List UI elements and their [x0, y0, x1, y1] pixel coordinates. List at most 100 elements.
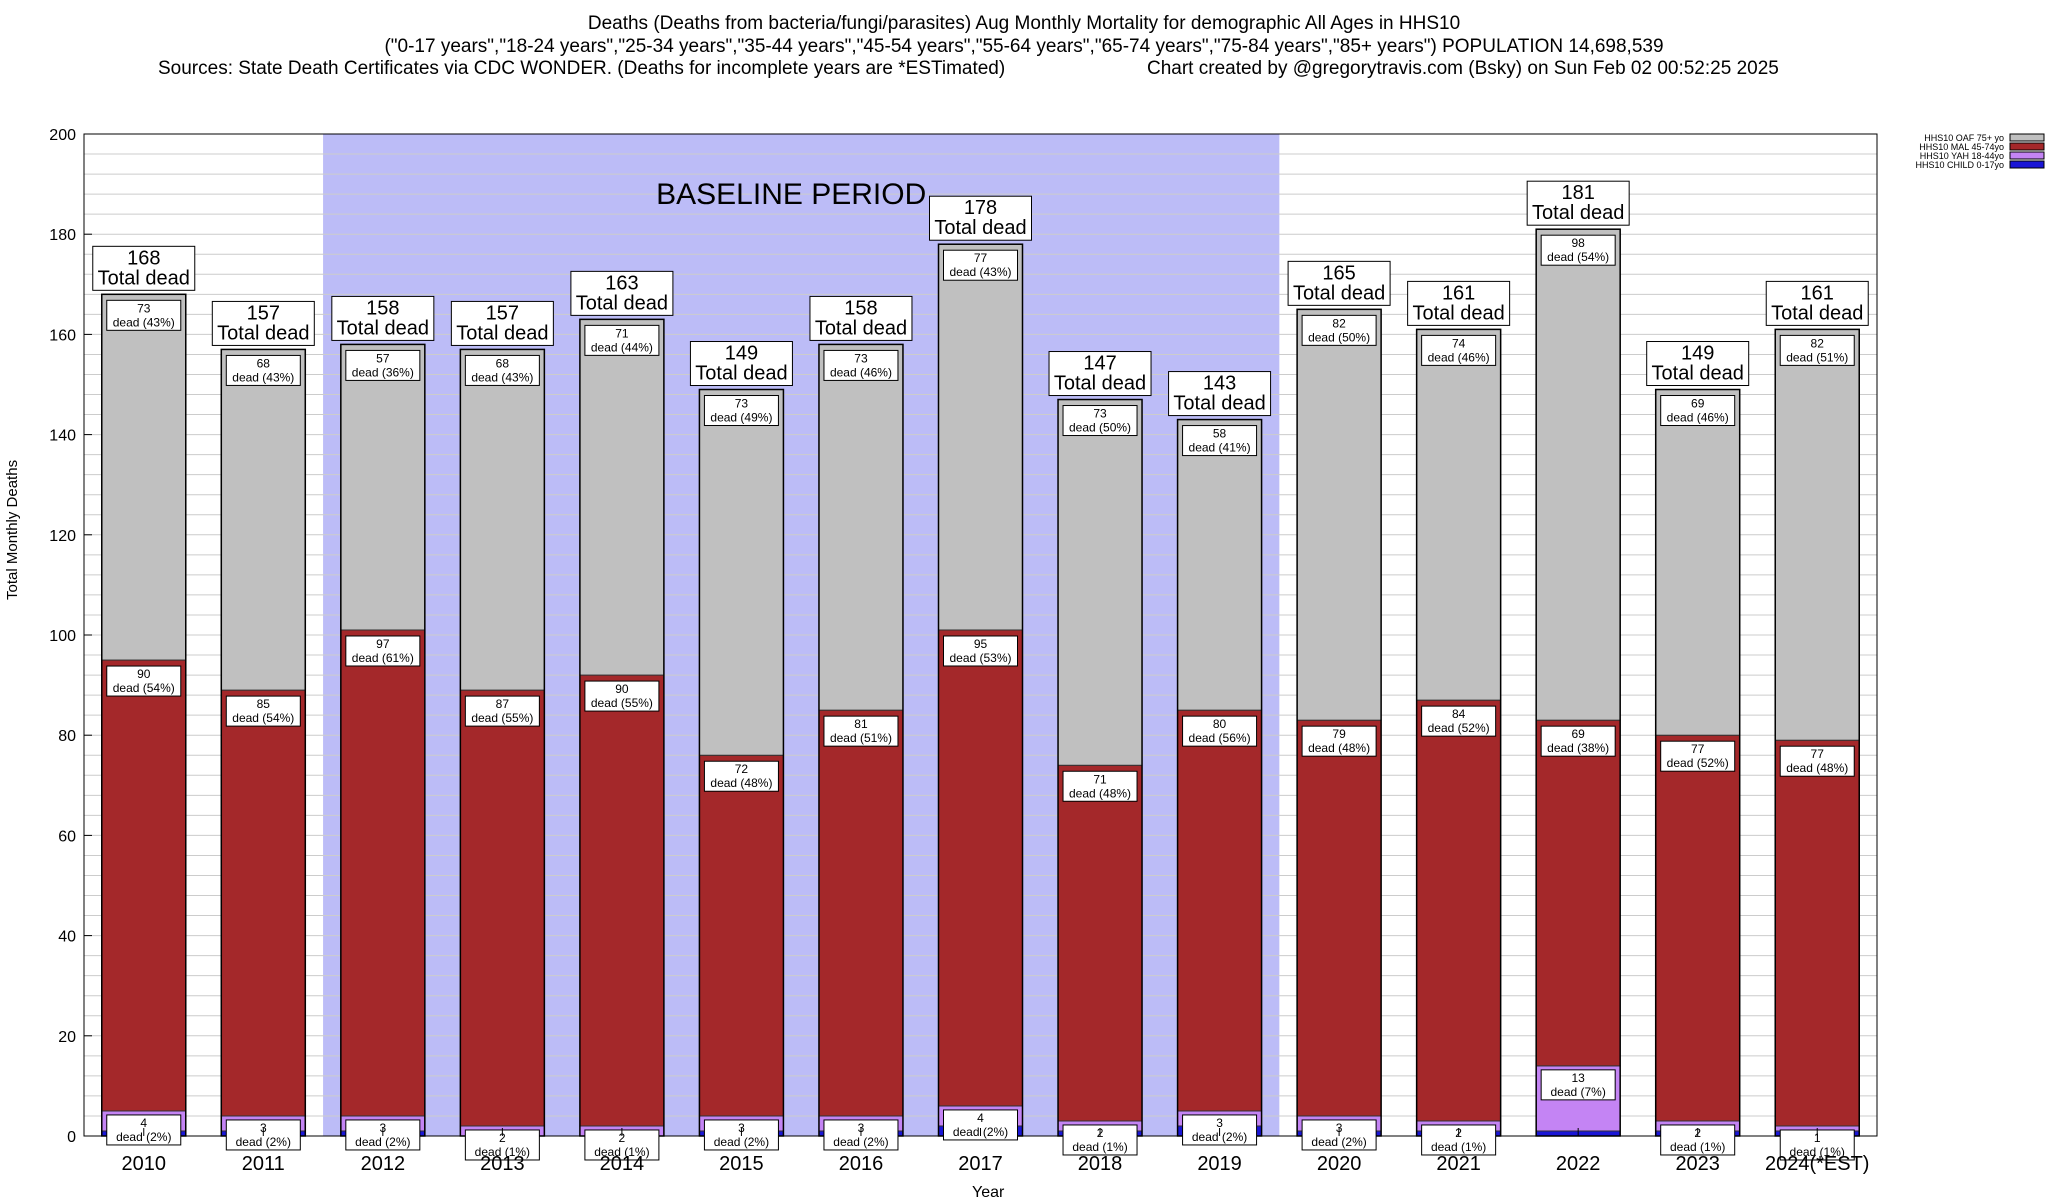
- segment-label-box: [703, 760, 779, 792]
- total-label-box: [331, 295, 435, 341]
- segment-pct-label: dead (41%): [1189, 441, 1251, 455]
- segment-pct-label: dead (55%): [471, 711, 533, 725]
- segment-label-box: [1540, 1069, 1616, 1101]
- segment-label-box: [345, 635, 421, 667]
- segment-pct-label: dead (53%): [949, 651, 1011, 665]
- segment-label-box: [823, 349, 899, 381]
- segment-pct-label: dead (46%): [830, 365, 892, 379]
- total-label-box: [689, 341, 793, 387]
- total-label-box: [1048, 351, 1152, 397]
- total-label-box: [929, 195, 1032, 241]
- total-value-label: 143: [1203, 373, 1236, 395]
- segment-value-label: 72: [735, 762, 749, 776]
- segment-label-box: [943, 249, 1018, 281]
- total-dead-label: Total dead: [815, 317, 907, 339]
- total-label-box: [92, 245, 196, 291]
- segment-value-label: 73: [137, 301, 151, 315]
- segment-pct-label: dead (46%): [1428, 350, 1490, 364]
- segment-pct-label: dead (54%): [113, 681, 175, 695]
- legend-label: HHS10 MAL 45-74yo: [1919, 142, 2004, 152]
- legend-label: HHS10 YAH 18-44yo: [1920, 151, 2004, 161]
- bar-segment: [1535, 719, 1621, 1067]
- y-tick-label: 60: [58, 828, 76, 845]
- segment-value-label: 3: [738, 1121, 745, 1135]
- segment-value-label: 57: [376, 351, 390, 365]
- credit-text: Chart created by @gregorytravis.com (Bsk…: [1147, 58, 1779, 79]
- segment-label-box: [943, 635, 1018, 667]
- segment-pct-label: dead (2%): [1192, 1130, 1247, 1144]
- bar-segment: [698, 389, 784, 756]
- segment-pct-label: dead (38%): [1547, 741, 1609, 755]
- total-label-box: [1526, 180, 1630, 226]
- segment-value-label: 77: [974, 251, 988, 265]
- segment-pct-label: dead (44%): [591, 340, 653, 354]
- bar-segment: [340, 343, 426, 631]
- segment-pct-label: dead (52%): [1667, 756, 1729, 770]
- segment-pct-label: dead (48%): [1786, 761, 1848, 775]
- segment-pct-label: dead (2%): [236, 1135, 291, 1149]
- segment-pct-label: dead (2%): [714, 1135, 769, 1149]
- total-value-label: 163: [605, 272, 638, 294]
- segment-pct-label: dead (51%): [830, 731, 892, 745]
- segment-value-label: 73: [1093, 407, 1107, 421]
- segment-label-box: [225, 695, 301, 727]
- bar-segment: [579, 674, 665, 1127]
- segment-value-label: 80: [1213, 717, 1227, 731]
- segment-value-label: 3: [1216, 1116, 1223, 1130]
- total-value-label: 181: [1561, 182, 1594, 204]
- segment-value-label: 68: [257, 356, 271, 370]
- segment-label-box: [1779, 334, 1855, 366]
- segment-pct-label: dead (2%): [116, 1130, 171, 1144]
- total-label-box: [809, 295, 913, 341]
- segment-value-label: 77: [1691, 742, 1705, 756]
- segment-pct-label: dead (1%): [1790, 1145, 1845, 1159]
- bar-segment: [1296, 719, 1382, 1117]
- segment-pct-label: dead (43%): [471, 370, 533, 384]
- segment-pct-label: dead (52%): [1428, 721, 1490, 735]
- bar-segment: [1655, 734, 1741, 1122]
- x-tick-label: 2023: [1675, 1153, 1720, 1175]
- bar-segment: [1296, 308, 1382, 721]
- segment-pct-label: dead (50%): [1308, 330, 1370, 344]
- total-dead-label: Total dead: [1293, 282, 1385, 304]
- total-label-box: [1287, 260, 1391, 306]
- total-label-box: [570, 270, 674, 316]
- segment-label-box: [106, 299, 182, 331]
- segment-label-box: [584, 680, 660, 712]
- segment-label-box: [823, 1119, 899, 1151]
- segment-pct-label: dead (43%): [113, 315, 175, 329]
- segment-label-box: [1540, 234, 1616, 266]
- bar-segment: [220, 689, 306, 1117]
- total-label-box: [1168, 371, 1272, 417]
- legend-swatch: [2009, 133, 2045, 142]
- segment-pct-label: dead (43%): [949, 265, 1011, 279]
- segment-value-label: 3: [379, 1121, 386, 1135]
- segment-label-box: [1182, 425, 1258, 457]
- total-value-label: 165: [1322, 262, 1355, 284]
- segment-value-label: 73: [854, 351, 868, 365]
- total-dead-label: Total dead: [576, 292, 668, 314]
- segment-value-label: 82: [1332, 316, 1346, 330]
- segment-value-label: 87: [496, 697, 510, 711]
- segment-label-box: [1421, 705, 1497, 737]
- total-dead-label: Total dead: [934, 217, 1026, 239]
- total-label-box: [1646, 341, 1750, 387]
- segment-label-box: [106, 1114, 182, 1146]
- segment-value-label: 81: [854, 717, 868, 731]
- segment-pct-label: dead (61%): [352, 651, 414, 665]
- total-dead-label: Total dead: [1054, 373, 1146, 395]
- y-tick-label: 120: [49, 528, 76, 545]
- total-label-box: [450, 300, 554, 346]
- bar-segment: [1057, 399, 1143, 766]
- bar-segment: [1177, 709, 1263, 1112]
- y-tick-label: 0: [67, 1129, 76, 1146]
- total-value-label: 161: [1442, 282, 1475, 304]
- segment-label-box: [106, 665, 182, 697]
- segment-value-label: 79: [1332, 727, 1346, 741]
- segment-pct-label: dead (48%): [710, 776, 772, 790]
- segment-label-box: [1779, 745, 1855, 777]
- segment-pct-label: dead (54%): [1547, 250, 1609, 264]
- bar-segment: [220, 348, 306, 691]
- segment-value-label: 74: [1452, 336, 1466, 350]
